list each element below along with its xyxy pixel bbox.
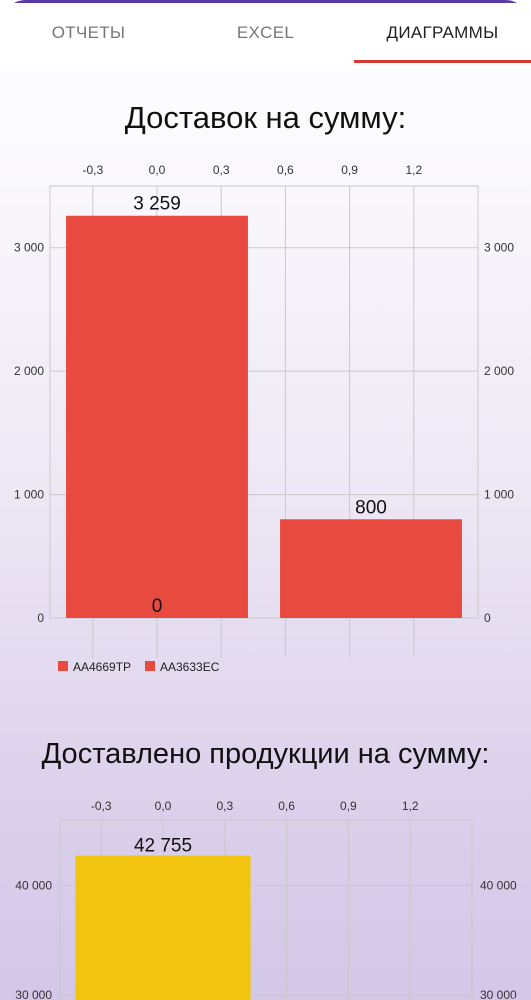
- y-tick-label-left: 0: [37, 611, 44, 625]
- chart-2-title: Доставлено продукции на сумму:: [41, 738, 490, 770]
- tab-bar: ОТЧЕТЫ EXCEL ДИАГРАММЫ: [0, 3, 531, 63]
- bar-value-label: 800: [355, 497, 387, 518]
- legend-swatch: [145, 661, 155, 671]
- x-tick-label: 0,6: [278, 799, 295, 813]
- bar-value-label: 3 259: [133, 194, 181, 215]
- legend-label: AA3633EC: [160, 660, 220, 674]
- bar-value-label: 42 755: [134, 835, 192, 856]
- y-tick-label-right: 30 000: [480, 988, 517, 1000]
- y-tick-label-right: 2 000: [484, 364, 514, 378]
- y-tick-label-left: 40 000: [15, 879, 52, 893]
- x-tick-label: -0,3: [91, 799, 112, 813]
- x-tick-label: 1,2: [402, 799, 419, 813]
- bar-AA4669TP: [66, 215, 248, 618]
- y-tick-label-left: 2 000: [14, 364, 44, 378]
- tab-reports[interactable]: ОТЧЕТЫ: [51, 23, 126, 42]
- y-tick-label-left: 30 000: [15, 988, 52, 1000]
- y-tick-label-right: 1 000: [484, 488, 514, 502]
- y-tick-label-left: 1 000: [14, 488, 44, 502]
- active-tab-indicator: [354, 60, 531, 63]
- chart-1-title: Доставок на сумму:: [124, 100, 407, 135]
- x-tick-label: 0,3: [213, 163, 230, 177]
- tab-charts[interactable]: ДИАГРАММЫ: [386, 23, 499, 42]
- legend-label: AA4669TP: [73, 660, 131, 674]
- y-tick-label-right: 40 000: [480, 879, 517, 893]
- y-tick-label-left: 3 000: [14, 241, 44, 255]
- bar-base-label: 0: [152, 596, 163, 617]
- products-delivered-sum-chart: -0,3 0,0 0,3 0,6 0,9 1,2 30 000 30 000 40 000 40 …: [15, 799, 517, 1000]
- x-tick-label: 0,9: [340, 799, 357, 813]
- bar-AA3633EC: [280, 519, 462, 618]
- x-tick-label: 0,9: [341, 163, 358, 177]
- x-tick-label: 0,0: [149, 163, 166, 177]
- x-tick-label: 0,0: [155, 799, 172, 813]
- deliveries-sum-chart: -0,3 0,0 0,3 0,6 0,9 1,2 0 0 1 000 1 000 2 000 2 00…: [14, 163, 514, 674]
- y-tick-label-right: 3 000: [484, 241, 514, 255]
- x-tick-label: 1,2: [405, 163, 422, 177]
- y-tick-label-right: 0: [484, 611, 491, 625]
- tab-excel[interactable]: EXCEL: [236, 23, 295, 42]
- bar-yellow: [75, 855, 251, 1000]
- legend-swatch: [58, 661, 68, 671]
- status-accent-line: [0, 0, 531, 3]
- x-tick-label: -0,3: [82, 163, 103, 177]
- x-tick-label: 0,6: [277, 163, 294, 177]
- x-tick-label: 0,3: [216, 799, 233, 813]
